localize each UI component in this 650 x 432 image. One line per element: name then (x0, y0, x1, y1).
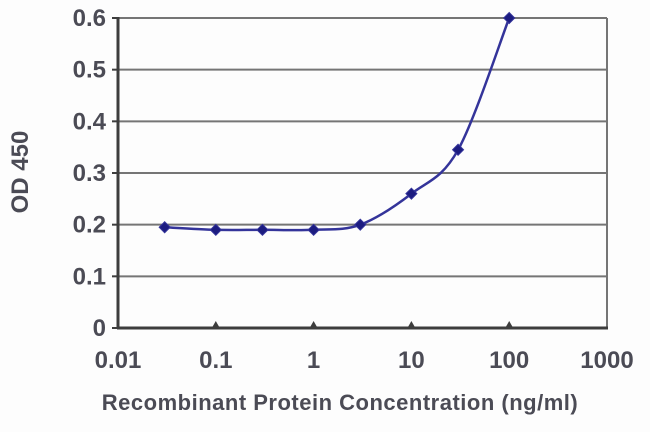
x-tick (505, 321, 514, 328)
y-tick-label: 0.4 (73, 108, 107, 135)
x-tick-label: 100 (489, 347, 529, 374)
x-tick-label: 0.1 (199, 347, 232, 374)
x-tick (407, 321, 416, 328)
y-tick-label: 0.3 (73, 160, 106, 187)
data-point-marker (307, 223, 320, 237)
y-axis-title: OD 450 (7, 130, 34, 214)
x-tick-label: 0.01 (95, 347, 142, 374)
x-tick (211, 321, 220, 328)
x-tick (309, 321, 318, 328)
x-tick-label: 1 (307, 347, 320, 374)
data-point-marker (209, 223, 223, 237)
data-curve (163, 16, 511, 232)
data-point-marker (451, 143, 465, 156)
y-tick-label: 0.6 (73, 5, 106, 32)
y-tick-label: 0 (93, 315, 106, 342)
data-point-marker (158, 221, 171, 234)
data-point-marker (256, 223, 269, 237)
data-point-marker (354, 218, 367, 231)
data-point-marker (502, 11, 516, 25)
x-tick-label: 10 (398, 347, 425, 374)
data-point-marker (405, 187, 418, 200)
x-tick-label: 1000 (580, 347, 633, 374)
y-tick-label: 0.1 (73, 263, 106, 290)
y-tick-label: 0.2 (73, 212, 106, 239)
x-axis-title: Recombinant Protein Concentration (ng/ml… (101, 390, 579, 415)
y-tick-label: 0.5 (73, 57, 106, 84)
